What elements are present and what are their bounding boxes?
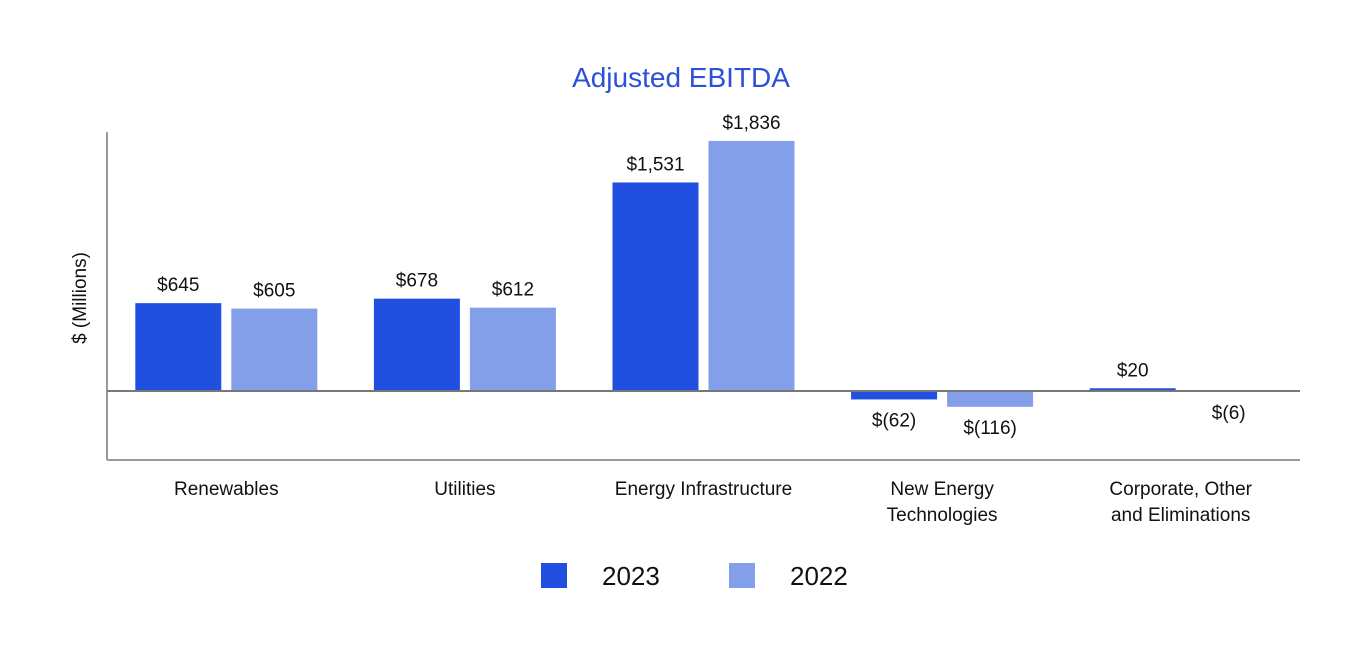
- category-label-3-0: New Energy: [890, 479, 994, 500]
- legend-label-2022: 2022: [790, 561, 848, 591]
- data-label-2022-4: $(6): [1212, 403, 1246, 424]
- data-label-2023-0: $645: [157, 275, 199, 296]
- labels-layer: $645 $605 Renewables $678 $612 Utilities $1,53…: [157, 113, 1252, 526]
- bar-2022-0: [231, 308, 318, 391]
- y-axis-label: $ (Millions): [70, 252, 91, 344]
- data-label-2022-1: $612: [492, 280, 534, 301]
- legend-label-2023: 2023: [602, 561, 660, 591]
- category-label-3-1: Technologies: [887, 505, 998, 526]
- legend-swatch-2022: [729, 563, 755, 588]
- category-label-4-0: Corporate, Other: [1109, 479, 1252, 500]
- data-label-2023-2: $1,531: [626, 154, 684, 175]
- bar-2023-3: [851, 391, 938, 400]
- category-label-1-0: Utilities: [434, 479, 495, 500]
- data-label-2023-1: $678: [396, 271, 438, 292]
- bar-2023-1: [373, 298, 460, 391]
- chart-title: Adjusted EBITDA: [572, 62, 790, 93]
- bar-2022-3: [947, 391, 1034, 407]
- category-label-0-0: Renewables: [174, 479, 279, 500]
- data-label-2022-3: $(116): [963, 418, 1017, 439]
- bars-layer: [135, 140, 1176, 407]
- data-label-2022-0: $605: [253, 281, 295, 302]
- bar-2023-2: [612, 182, 699, 391]
- category-label-2-0: Energy Infrastructure: [615, 479, 792, 500]
- legend-swatch-2023: [541, 563, 567, 588]
- bar-2023-4: [1089, 388, 1176, 391]
- data-label-2023-4: $20: [1117, 360, 1149, 381]
- bar-2022-1: [469, 307, 556, 391]
- category-label-4-1: and Eliminations: [1111, 505, 1250, 526]
- data-label-2022-2: $1,836: [722, 113, 780, 134]
- data-label-2023-3: $(62): [872, 410, 916, 431]
- legend: 2023 2022: [541, 561, 848, 591]
- bar-2022-2: [708, 140, 795, 391]
- bar-2023-0: [135, 303, 222, 391]
